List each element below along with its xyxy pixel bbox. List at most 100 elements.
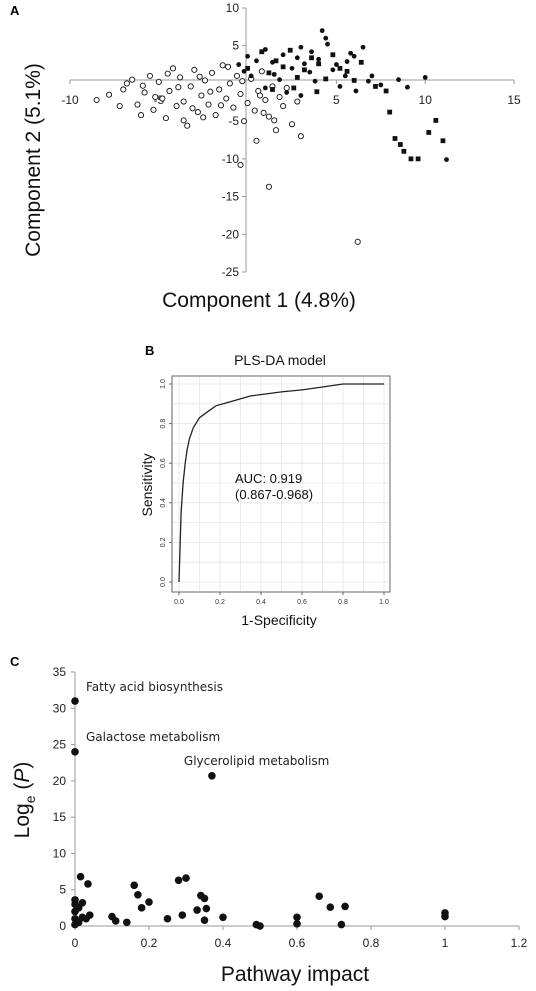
panel-a-point-filled-circle bbox=[309, 49, 314, 55]
panel-a-point-open-circle bbox=[141, 89, 148, 96]
panel-a-point-filled-circle bbox=[277, 77, 282, 83]
panel-a-point-open-circle bbox=[233, 72, 240, 79]
panel-a-point-open-circle bbox=[146, 72, 153, 79]
panel-b-y-tick-label: 0.2 bbox=[160, 537, 167, 547]
panel-a-point-filled-circle bbox=[280, 52, 286, 58]
panel-a-point-open-circle bbox=[173, 103, 180, 110]
panel-c-point bbox=[178, 911, 187, 919]
panel-a-point-filled-square bbox=[273, 58, 279, 64]
panel-a-point-filled-square bbox=[408, 156, 414, 162]
panel-a-point-open-circle bbox=[196, 73, 203, 80]
panel-c-y-tick-label: 5 bbox=[59, 883, 66, 897]
panel-a-x-tick-label: -5 bbox=[153, 93, 164, 107]
panel-a-point-open-circle bbox=[150, 106, 157, 113]
panel-c-y-tick-label: 30 bbox=[53, 701, 67, 715]
panel-a-point-open-circle bbox=[116, 103, 123, 110]
panel-a-point-filled-square bbox=[387, 109, 393, 115]
panel-a-point-open-circle bbox=[271, 117, 278, 124]
panel-a-point-filled-circle bbox=[307, 69, 313, 75]
panel-a-point-filled-circle bbox=[360, 44, 366, 50]
panel-c-point bbox=[337, 920, 346, 929]
panel-c-point bbox=[182, 874, 190, 882]
panel-c-point bbox=[145, 898, 153, 906]
panel-c-point bbox=[293, 920, 301, 928]
panel-c-point bbox=[86, 911, 94, 919]
panel-c-point bbox=[163, 914, 172, 923]
panel-a-point-open-circle bbox=[226, 80, 233, 87]
panel-a-label: A bbox=[10, 3, 20, 18]
panel-a-point-filled-circle bbox=[365, 78, 371, 84]
panel-b-y-tick-label: 1.0 bbox=[160, 379, 167, 389]
panel-b-x-tick-label: 1.0 bbox=[379, 599, 389, 606]
panel-a-point-open-circle bbox=[198, 92, 205, 99]
panel-a-point-open-circle bbox=[184, 122, 191, 129]
panel-b-x-tick-label: 0.6 bbox=[297, 599, 307, 606]
panel-a-point-filled-square bbox=[280, 64, 286, 70]
panel-a-point-filled-square bbox=[309, 55, 314, 61]
panel-c-y-tick-label: 35 bbox=[53, 665, 67, 679]
panel-a-point-filled-circle bbox=[284, 90, 290, 95]
panel-a-point-open-circle bbox=[354, 238, 361, 245]
panel-a-point-filled-circle bbox=[323, 35, 329, 41]
panel-a-point-filled-square bbox=[294, 74, 300, 80]
panel-c-point bbox=[441, 912, 449, 921]
panel-a-point-filled-square bbox=[302, 67, 307, 73]
panel-a-point-filled-square bbox=[314, 89, 320, 95]
panel-a-point-open-circle bbox=[180, 117, 187, 124]
panel-a-point-filled-circle bbox=[422, 74, 428, 80]
panel-c-y-label: Loge (P) bbox=[11, 762, 38, 839]
panel-a-point-filled-circle bbox=[254, 58, 259, 64]
panel-a-point-open-circle bbox=[189, 105, 196, 112]
panel-c-point bbox=[341, 902, 349, 911]
panel-a-point-open-circle bbox=[134, 101, 141, 108]
panel-a-point-filled-square bbox=[433, 117, 439, 123]
panel-a-point-open-circle bbox=[251, 107, 258, 114]
panel-c-point bbox=[137, 904, 146, 912]
panel-c-x-tick-label: 0.2 bbox=[141, 936, 158, 950]
panel-a-point-open-circle bbox=[137, 112, 145, 119]
panel-a-point-open-circle bbox=[166, 87, 173, 95]
panel-c-y-label-sub: e bbox=[22, 795, 38, 803]
panel-c-point bbox=[293, 913, 301, 922]
panel-c-annotation: Galactose metabolism bbox=[86, 730, 220, 744]
panel-a-point-open-circle bbox=[219, 62, 226, 69]
panel-a-point-open-circle bbox=[175, 84, 182, 91]
panel-c-point bbox=[200, 916, 209, 924]
panel-a-point-open-circle bbox=[230, 104, 237, 111]
panel-c-x-tick-label: 0.8 bbox=[363, 936, 380, 950]
panel-b-roc-curve bbox=[178, 383, 384, 583]
panel-a-point-open-circle bbox=[288, 121, 296, 128]
panel-a-point-filled-square bbox=[287, 47, 293, 53]
panel-a-point-filled-square bbox=[344, 68, 350, 74]
panel-a-point-open-circle bbox=[205, 101, 212, 108]
panel-a-point-open-circle bbox=[294, 98, 301, 105]
panel-a-point-open-circle bbox=[237, 161, 244, 168]
panel-a-x-label: Component 1 (4.8%) bbox=[162, 289, 356, 312]
panel-a-point-filled-square bbox=[270, 87, 275, 92]
panel-a-point-open-circle bbox=[191, 66, 198, 73]
panel-a-point-open-circle bbox=[207, 88, 214, 95]
panel-c-point bbox=[76, 872, 85, 881]
panel-a-point-open-circle bbox=[265, 113, 272, 120]
panel-a-point-open-circle bbox=[272, 127, 280, 134]
panel-c-y-label-open-paren: ( bbox=[11, 783, 34, 796]
panel-a-point-filled-circle bbox=[344, 59, 350, 64]
panel-a-point-filled-circle bbox=[325, 41, 330, 47]
panel-a-y-tick-label: -15 bbox=[222, 190, 240, 204]
panel-a-point-filled-circle bbox=[369, 73, 375, 79]
panel-a-point-filled-square bbox=[316, 61, 322, 67]
panel-b-y-tick-label: 0.0 bbox=[160, 577, 167, 587]
panel-a-point-filled-circle bbox=[312, 78, 318, 84]
panel-a-point-open-circle bbox=[258, 68, 265, 75]
panel-a-point-open-circle bbox=[187, 83, 194, 90]
panel-a-point-filled-square bbox=[401, 148, 407, 154]
panel-a-point-filled-circle bbox=[378, 82, 384, 88]
panel-b-y-tick-label: 0.8 bbox=[160, 419, 167, 429]
panel-a: A -10 -5 5 10 15 10 5 -5 -10 -15 -20 -25 Component… bbox=[10, 1, 521, 312]
panel-a-point-filled-circle bbox=[262, 85, 268, 91]
panel-c-point bbox=[219, 913, 227, 922]
panel-a-point-filled-square bbox=[397, 142, 403, 147]
panel-a-point-filled-square bbox=[323, 76, 329, 82]
panel-a-point-open-circle bbox=[200, 114, 207, 121]
panel-a-point-filled-square bbox=[245, 65, 250, 71]
